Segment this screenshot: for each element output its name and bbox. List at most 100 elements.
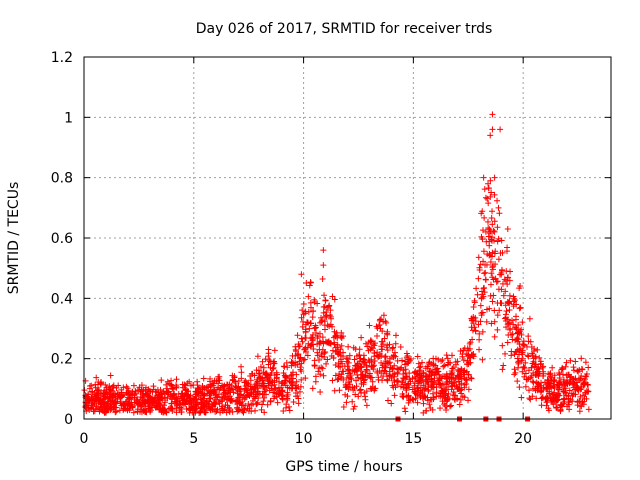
data-point (309, 314, 316, 321)
data-point (488, 270, 495, 277)
data-point (450, 389, 457, 396)
data-point (237, 391, 244, 398)
data-point (512, 316, 519, 323)
data-point (504, 339, 511, 346)
data-point (430, 355, 437, 362)
data-point (242, 402, 249, 409)
data-point (479, 227, 486, 234)
data-point (569, 398, 576, 405)
data-point (157, 391, 164, 398)
data-point (301, 356, 308, 363)
data-point (260, 383, 267, 390)
data-point (479, 236, 486, 243)
data-point (296, 355, 303, 362)
data-point (384, 331, 391, 338)
data-point (528, 344, 535, 351)
data-point (476, 346, 483, 353)
data-point (237, 385, 244, 392)
data-point (443, 381, 450, 388)
data-point (171, 390, 178, 397)
data-point (317, 319, 324, 326)
data-point (420, 369, 427, 376)
data-point (319, 276, 326, 283)
data-point (357, 355, 364, 362)
data-point (414, 399, 421, 406)
data-point (430, 394, 437, 401)
data-point (489, 262, 496, 269)
data-point (452, 359, 459, 366)
data-point (418, 374, 425, 381)
data-point (292, 384, 299, 391)
data-point (512, 369, 519, 376)
data-point (343, 355, 350, 362)
data-point (376, 352, 383, 359)
data-point (294, 361, 301, 368)
data-point (344, 393, 351, 400)
data-point (247, 383, 254, 390)
data-point (481, 186, 488, 193)
data-point (491, 218, 498, 225)
data-point (351, 368, 358, 375)
data-point (367, 337, 374, 344)
data-point (471, 297, 478, 304)
data-point (400, 370, 407, 377)
data-point (331, 296, 338, 303)
data-point (399, 393, 406, 400)
data-point (316, 346, 323, 353)
data-point (447, 403, 454, 410)
data-point (319, 334, 326, 341)
data-point (518, 331, 525, 338)
data-point (288, 385, 295, 392)
data-point (479, 309, 486, 316)
data-point (576, 408, 583, 415)
data-point (302, 308, 309, 315)
data-point (550, 378, 557, 385)
data-point (165, 389, 172, 396)
data-point (342, 384, 349, 391)
data-point (308, 341, 315, 348)
data-point (531, 363, 538, 370)
data-point (169, 385, 176, 392)
data-point (288, 362, 295, 369)
data-point (395, 378, 402, 385)
data-point (279, 387, 286, 394)
data-point (405, 399, 412, 406)
data-point (545, 370, 552, 377)
data-point (351, 356, 358, 363)
data-point (484, 218, 491, 225)
data-point (352, 366, 359, 373)
data-point (173, 394, 180, 401)
data-point (357, 386, 364, 393)
data-point (284, 391, 291, 398)
data-point (299, 338, 306, 345)
data-point (321, 292, 328, 299)
data-point (382, 353, 389, 360)
data-point (451, 382, 458, 389)
data-point (338, 371, 345, 378)
data-point (249, 397, 256, 404)
data-point (389, 345, 396, 352)
data-point (278, 384, 285, 391)
data-point (482, 276, 489, 283)
data-point (241, 386, 248, 393)
data-point (207, 389, 214, 396)
data-point (335, 376, 342, 383)
data-point (355, 393, 362, 400)
data-point (353, 352, 360, 359)
data-point (483, 238, 490, 245)
data-point (516, 305, 523, 312)
data-point (369, 383, 376, 390)
data-point (413, 370, 420, 377)
data-point (196, 389, 203, 396)
data-point (384, 397, 391, 404)
data-point (525, 353, 532, 360)
data-point (392, 340, 399, 347)
data-point (511, 297, 518, 304)
data-point (521, 365, 528, 372)
data-point (357, 371, 364, 378)
data-point (318, 351, 325, 358)
data-point (528, 364, 535, 371)
data-point (299, 307, 306, 314)
data-point (221, 387, 228, 394)
data-point (286, 378, 293, 385)
